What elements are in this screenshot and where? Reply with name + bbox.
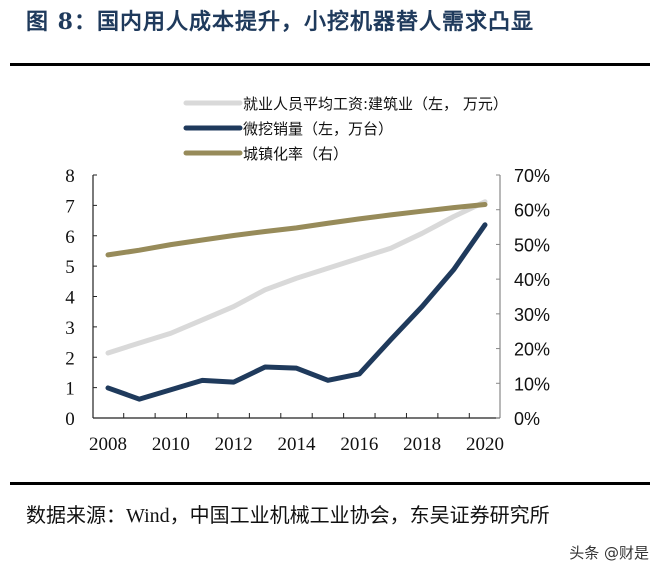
left-tick-label: 2 xyxy=(65,348,75,369)
right-tick-label: 30% xyxy=(514,305,550,325)
series-line-1 xyxy=(105,222,488,402)
right-tick-label: 20% xyxy=(514,340,550,360)
x-tick-label: 2016 xyxy=(340,434,378,455)
series-line-0 xyxy=(105,199,488,356)
left-tick-label: 4 xyxy=(65,288,75,309)
legend-label-2: 城镇化率（右） xyxy=(243,145,348,163)
x-tick-label: 2014 xyxy=(278,434,317,455)
left-tick-label: 7 xyxy=(65,196,75,217)
right-tick-label: 10% xyxy=(514,374,550,394)
watermark: 头条 @财是 xyxy=(569,544,649,562)
left-tick-label: 8 xyxy=(65,166,75,187)
x-tick-label: 2010 xyxy=(152,434,190,455)
right-tick-label: 40% xyxy=(514,270,550,290)
right-tick-label: 60% xyxy=(514,201,550,221)
legend-label-0: 就业人员平均工资:建筑业（左， 万元） xyxy=(243,95,508,113)
left-tick-label: 3 xyxy=(65,318,75,339)
left-tick-label: 0 xyxy=(65,409,75,430)
left-tick-label: 6 xyxy=(65,227,75,248)
x-tick-label: 2008 xyxy=(89,434,127,455)
right-tick-label: 50% xyxy=(514,235,550,255)
left-tick-label: 1 xyxy=(65,379,75,400)
right-tick-label: 70% xyxy=(514,166,550,186)
x-tick-label: 2020 xyxy=(466,434,504,455)
right-tick-label: 0% xyxy=(514,409,540,429)
x-tick-label: 2012 xyxy=(215,434,253,455)
source-note: 数据来源：Wind，中国工业机械工业协会，东吴证券研究所 xyxy=(26,505,550,527)
bottom-divider xyxy=(10,482,650,485)
top-divider xyxy=(10,63,650,66)
chart-title: 图 8：国内用人成本提升，小挖机器替人需求凸显 xyxy=(26,9,534,35)
x-tick-label: 2018 xyxy=(403,434,441,455)
left-tick-label: 5 xyxy=(65,257,75,278)
legend-label-1: 微挖销量（左，万台） xyxy=(243,120,393,138)
